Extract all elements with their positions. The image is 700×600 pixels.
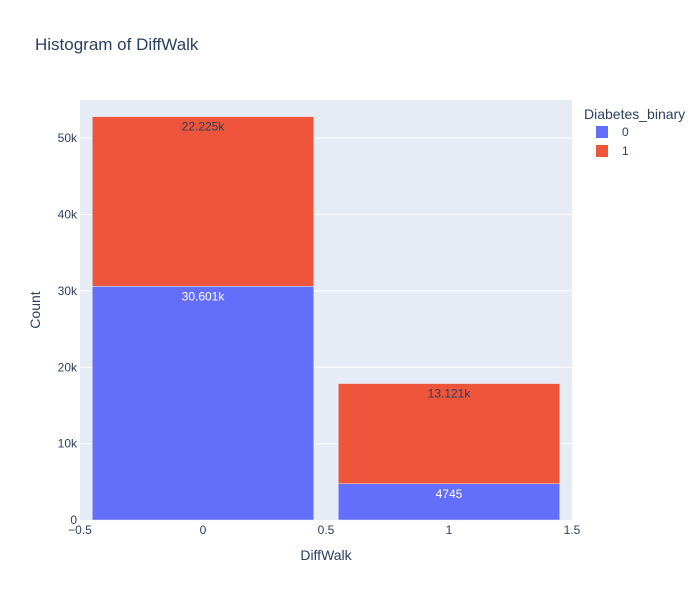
- legend-label: 1: [622, 144, 629, 158]
- bar-data-label: 13.121k: [428, 387, 472, 401]
- y-tick-label: 30k: [58, 284, 78, 298]
- legend: Diabetes_binary 0 1: [584, 106, 685, 158]
- legend-item-1[interactable]: 1: [596, 144, 629, 158]
- legend-label: 0: [622, 125, 629, 139]
- bar-data-label: 30.601k: [182, 289, 226, 303]
- y-tick-label: 40k: [58, 208, 78, 222]
- y-axis-ticks: 0 10k 20k 30k 40k 50k: [58, 131, 78, 527]
- legend-item-0[interactable]: 0: [596, 125, 629, 139]
- x-tick-label: −0.5: [68, 523, 92, 537]
- x-axis-title: DiffWalk: [300, 547, 352, 563]
- y-tick-label: 50k: [58, 131, 78, 145]
- y-tick-label: 10k: [58, 437, 78, 451]
- bar-labels: 30.601k 22.225k 4745 13.121k: [182, 120, 472, 501]
- legend-title: Diabetes_binary: [584, 106, 685, 122]
- bars: [92, 116, 560, 521]
- bar-series-1-cat-1[interactable]: [338, 383, 560, 485]
- y-axis-title: Count: [27, 291, 43, 328]
- bar-data-label: 4745: [436, 487, 463, 501]
- legend-swatch: [596, 145, 608, 157]
- x-tick-label: 0: [200, 523, 207, 537]
- bar-series-0-cat-1[interactable]: [338, 483, 560, 521]
- bar-series-1-cat-0[interactable]: [92, 116, 314, 287]
- x-tick-label: 1: [446, 523, 453, 537]
- legend-swatch: [596, 126, 608, 138]
- x-axis-ticks: −0.5 0 0.5 1 1.5: [68, 523, 581, 537]
- chart-title: Histogram of DiffWalk: [35, 35, 199, 54]
- x-tick-label: 0.5: [318, 523, 335, 537]
- bar-data-label: 22.225k: [182, 120, 226, 134]
- y-tick-label: 0: [70, 513, 77, 527]
- x-tick-label: 1.5: [564, 523, 581, 537]
- y-tick-label: 20k: [58, 360, 78, 374]
- bar-series-0-cat-0[interactable]: [92, 286, 314, 521]
